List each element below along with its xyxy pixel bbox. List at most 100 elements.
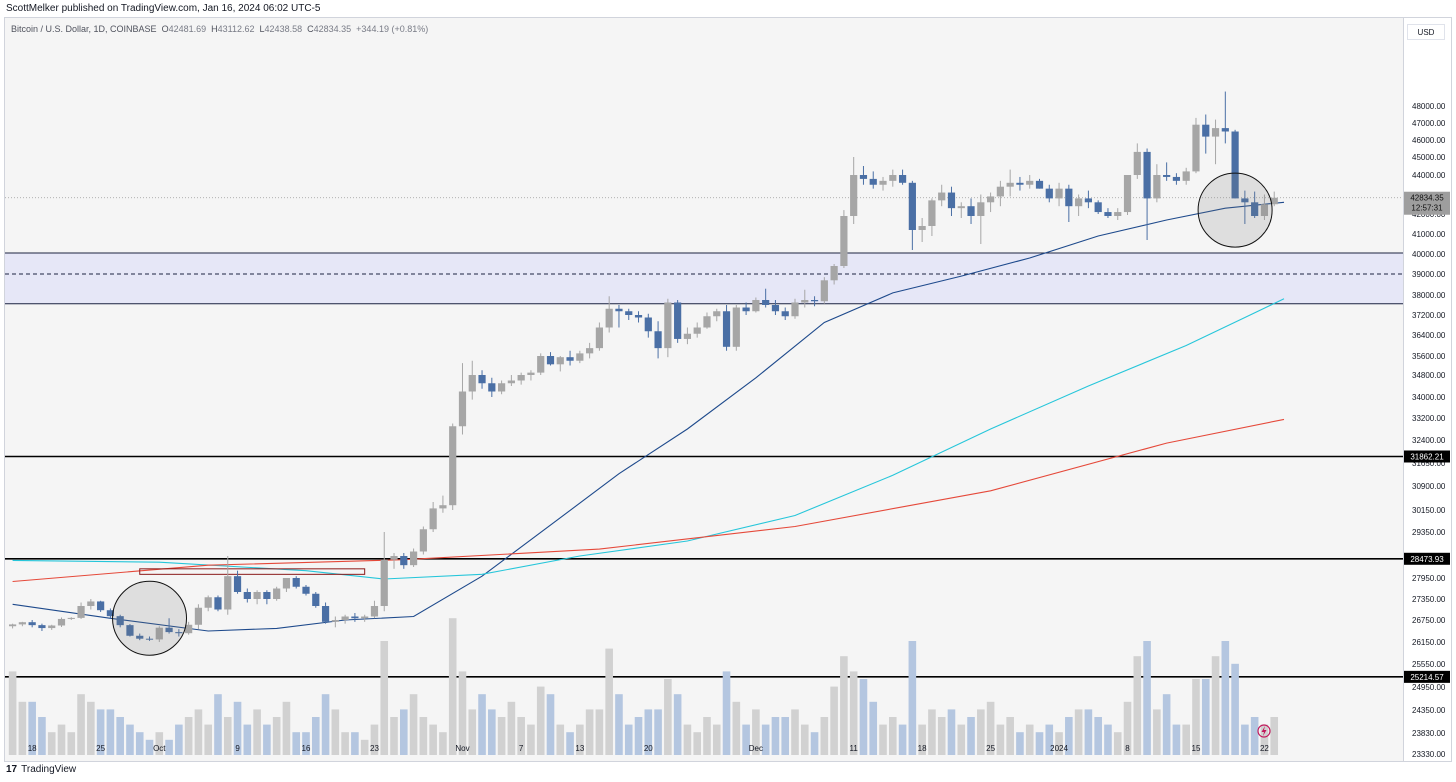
candle-body xyxy=(859,175,868,179)
volume-bar xyxy=(1133,656,1142,755)
candle-body xyxy=(18,622,26,625)
plot-area[interactable]: 18 25 Oct 9 16 23 Nov 7 13 20 Dec 11 18 25 2024 8 15 22 B… xyxy=(5,18,1403,761)
candle-body xyxy=(253,592,261,599)
volume-bar xyxy=(292,732,301,755)
y-tick-label: 34000.00 xyxy=(1412,393,1446,402)
volume-bar xyxy=(360,739,369,755)
candle-body xyxy=(38,625,46,629)
volume-bar xyxy=(321,694,330,755)
candle-body xyxy=(586,348,594,354)
candle-body xyxy=(77,606,85,618)
candle-body xyxy=(243,592,251,599)
brand-label: TradingView xyxy=(21,764,77,775)
volume-bar xyxy=(536,686,545,755)
x-tick-label: Dec xyxy=(749,744,763,753)
publisher-line: ScottMelker published on TradingView.com… xyxy=(6,3,321,14)
price-chart[interactable]: 18 25 Oct 9 16 23 Nov 7 13 20 Dec 11 18 25 2024 8 15 22 xyxy=(5,18,1403,761)
candle-body xyxy=(1231,131,1239,199)
candle-body xyxy=(634,315,643,318)
candle-body xyxy=(1143,151,1151,199)
candle-body xyxy=(273,588,281,599)
candle-body xyxy=(654,331,662,349)
volume-bar xyxy=(370,724,379,755)
candle-body xyxy=(400,556,408,566)
volume-bar xyxy=(830,686,838,755)
volume-bar xyxy=(781,717,790,755)
volume-bar xyxy=(1172,724,1181,755)
y-tick-label: 27950.00 xyxy=(1412,574,1446,583)
y-tick-label: 33200.00 xyxy=(1412,414,1446,423)
close-label: C xyxy=(307,24,314,34)
volume-bar xyxy=(302,732,310,755)
candle-body xyxy=(321,606,330,622)
candle-body xyxy=(987,196,995,203)
x-tick-label: 25 xyxy=(986,744,995,753)
currency-selector[interactable]: USD xyxy=(1407,24,1445,40)
candle-body xyxy=(615,308,623,312)
change-value: +344.19 (+0.81%) xyxy=(356,24,429,34)
volume-bar xyxy=(341,732,349,755)
x-tick-label: 9 xyxy=(235,744,240,753)
volume-bar xyxy=(38,717,46,755)
volume-bar xyxy=(869,701,878,755)
volume-bar xyxy=(507,701,516,755)
close-value: 42834.35 xyxy=(313,24,352,34)
candle-body xyxy=(713,311,721,317)
candle-body xyxy=(879,180,887,185)
volume-bar xyxy=(1201,679,1210,755)
volume-bar xyxy=(439,732,447,755)
candle-body xyxy=(488,383,496,392)
support-zone xyxy=(5,253,1403,304)
candle-body xyxy=(185,624,193,634)
candle-body xyxy=(703,316,711,328)
volume-bar xyxy=(800,724,809,755)
volume-bar xyxy=(937,717,946,755)
volume-bar xyxy=(742,724,750,755)
candle-body xyxy=(566,357,574,361)
y-tick-label: 48000.00 xyxy=(1412,102,1446,111)
candle-body xyxy=(224,576,232,610)
volume-bar xyxy=(263,724,271,755)
volume-bar xyxy=(1211,656,1220,755)
volume-bar xyxy=(8,671,17,755)
candle-body xyxy=(1114,212,1122,216)
y-tick-label: 24950.00 xyxy=(1412,683,1446,692)
volume-bar xyxy=(918,724,926,755)
volume-bar xyxy=(546,694,555,755)
volume-bar xyxy=(351,732,359,755)
volume-bar xyxy=(194,709,203,755)
x-tick-label: 8 xyxy=(1125,744,1130,753)
symbol-label: Bitcoin / U.S. Dollar, 1D, COINBASE xyxy=(11,24,157,34)
x-tick-label: 25 xyxy=(96,744,105,753)
candle-body xyxy=(1163,175,1171,177)
candle-body xyxy=(351,616,359,619)
volume-bar xyxy=(673,694,682,755)
volume-bar xyxy=(223,717,232,755)
volume-bar xyxy=(116,717,124,755)
volume-bar xyxy=(644,709,653,755)
x-tick-label: Oct xyxy=(153,744,166,753)
ma-100-line xyxy=(12,298,1285,580)
y-tick-label: 23830.00 xyxy=(1412,729,1446,738)
candle-body xyxy=(1035,180,1044,189)
volume-bar xyxy=(722,671,731,755)
volume-bar xyxy=(165,739,173,755)
volume-bar xyxy=(986,701,995,755)
candle-body xyxy=(1153,175,1161,199)
y-tick-label: 26750.00 xyxy=(1412,616,1446,625)
candle-body xyxy=(1172,176,1181,181)
volume-bar xyxy=(761,724,770,755)
level-price-tag xyxy=(1404,450,1450,463)
candle-body xyxy=(546,356,555,365)
y-tick-label: 27350.00 xyxy=(1412,595,1446,604)
volume-bar xyxy=(1084,709,1093,755)
candle-body xyxy=(145,638,154,640)
y-tick-label: 37200.00 xyxy=(1412,311,1446,320)
candle-body xyxy=(409,551,418,566)
candle-body xyxy=(889,175,897,181)
candle-body xyxy=(732,307,740,347)
candle-body xyxy=(312,593,320,606)
volume-bar xyxy=(879,724,887,755)
price-axis[interactable]: 48000.00 47000.00 46000.00 45000.00 44000.00… xyxy=(1403,18,1451,761)
volume-bar xyxy=(585,709,594,755)
